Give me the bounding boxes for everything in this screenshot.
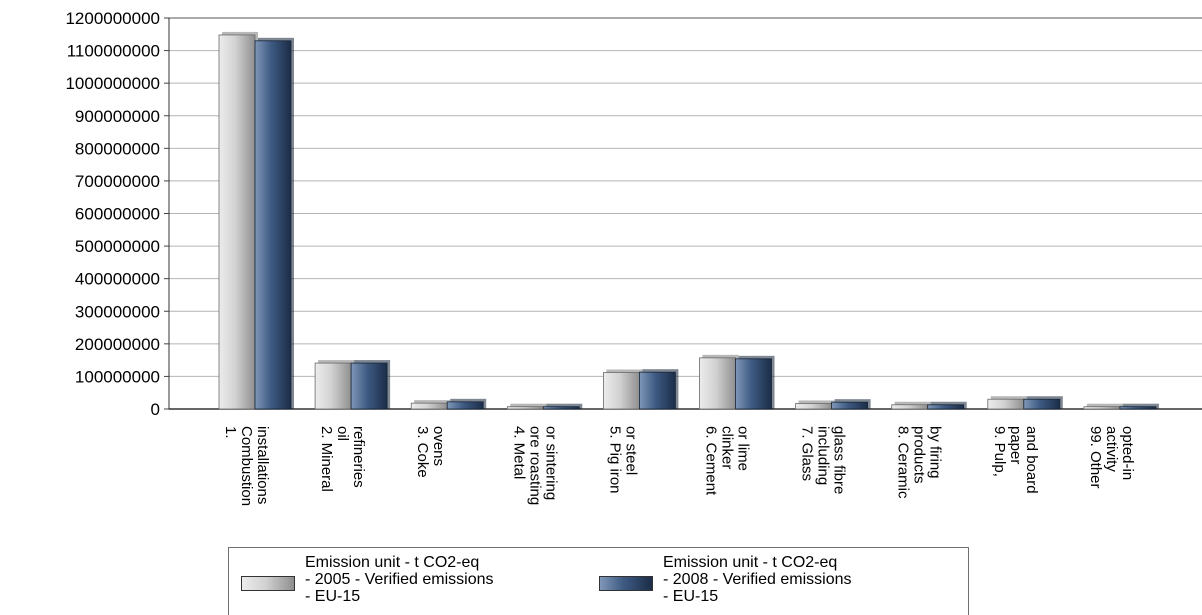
- y-tick-label: 500000000: [75, 237, 160, 256]
- bar-2008: [639, 371, 676, 410]
- y-tick-label: 700000000: [75, 172, 160, 191]
- y-tick-label: 100000000: [75, 367, 160, 386]
- y-tick-label: 800000000: [75, 139, 160, 158]
- x-tick-label: 5. Pig iron: [606, 426, 623, 494]
- x-tick-label: Combustion: [238, 426, 255, 506]
- x-tick-label: by firing: [927, 426, 944, 479]
- x-tick-label: 8. Ceramic: [895, 426, 912, 499]
- x-tick-label: clinker: [719, 426, 736, 469]
- x-tick-label: 99. Other: [1087, 426, 1104, 489]
- x-tick-label: 1.: [222, 426, 239, 439]
- legend-item-2008: Emission unit - t CO2-eq - 2008 - Verifi…: [599, 550, 959, 612]
- bar-2005: [218, 34, 256, 410]
- y-tick-label: 400000000: [75, 270, 160, 289]
- y-tick-label: 1100000000: [67, 42, 160, 61]
- x-tick-label: 4. Metal: [510, 426, 527, 479]
- x-tick-label: and board: [1023, 426, 1040, 494]
- x-tick-label: or lime: [735, 426, 752, 471]
- bar-2008: [1119, 406, 1157, 410]
- legend-swatch-2008: [599, 576, 653, 591]
- x-tick-label: or steel: [622, 426, 639, 475]
- bar-2008: [254, 40, 292, 410]
- x-tick-label: ore roasting: [526, 426, 543, 505]
- bar-2005: [1083, 406, 1121, 410]
- x-tick-label: 7. Glass: [799, 426, 816, 481]
- bar-2008: [831, 401, 868, 410]
- bar-2008: [542, 406, 580, 410]
- x-tick-label: 3. Coke: [414, 426, 431, 478]
- x-tick-label: ovens: [430, 426, 447, 466]
- bar-2005: [795, 403, 832, 410]
- bar-2005: [506, 406, 544, 410]
- bar-2008: [1023, 398, 1061, 410]
- legend: Emission unit - t CO2-eq - 2005 - Verifi…: [228, 547, 969, 615]
- y-tick-label: 600000000: [75, 205, 160, 224]
- x-tick-label: activity: [1103, 426, 1120, 472]
- legend-item-2005: Emission unit - t CO2-eq - 2005 - Verifi…: [241, 550, 601, 612]
- y-tick-label: 300000000: [75, 302, 160, 321]
- x-tick-label: 9. Pulp,: [991, 426, 1008, 477]
- bar-2005: [603, 372, 640, 410]
- x-tick-label: oil: [334, 426, 351, 441]
- bar-2008: [350, 362, 388, 410]
- bar-chart: 0 100000000 200000000 300000000 400000000 500…: [65, 9, 1202, 506]
- x-tick-label: 2. Mineral: [318, 426, 335, 492]
- x-tick-label: refineries: [350, 426, 367, 488]
- x-tick-label: including: [815, 426, 832, 485]
- x-tick-label: products: [911, 426, 928, 484]
- bar-2005: [987, 398, 1025, 410]
- x-tick-label: paper: [1007, 426, 1024, 464]
- legend-swatch-2005: [241, 576, 295, 591]
- x-tick-label: glass fibre: [831, 426, 848, 494]
- plot-area: 0 100000000 200000000 300000000 400000000 500…: [65, 9, 1202, 506]
- bar-2005: [699, 357, 736, 410]
- x-tick-label: or sintering: [542, 426, 559, 500]
- legend-label-2005: Emission unit - t CO2-eq - 2005 - Verifi…: [305, 554, 494, 605]
- x-tick-label: installations: [254, 426, 271, 504]
- y-tick-label: 200000000: [75, 335, 160, 354]
- bar-2008: [446, 401, 484, 410]
- bar-2008: [735, 358, 772, 410]
- bar-2005: [891, 404, 929, 410]
- bar-2005: [314, 362, 352, 410]
- y-tick-label: 1000000000: [65, 74, 160, 93]
- bar-2005: [410, 402, 448, 410]
- y-tick-label: 1200000000: [65, 9, 160, 28]
- x-tick-label: opted-in: [1119, 426, 1136, 480]
- y-tick-label: 0: [151, 400, 160, 419]
- legend-label-2008: Emission unit - t CO2-eq - 2008 - Verifi…: [663, 554, 852, 605]
- y-tick-label: 900000000: [75, 107, 160, 126]
- x-tick-label: 6. Cement: [703, 426, 720, 496]
- bar-2008: [927, 404, 965, 410]
